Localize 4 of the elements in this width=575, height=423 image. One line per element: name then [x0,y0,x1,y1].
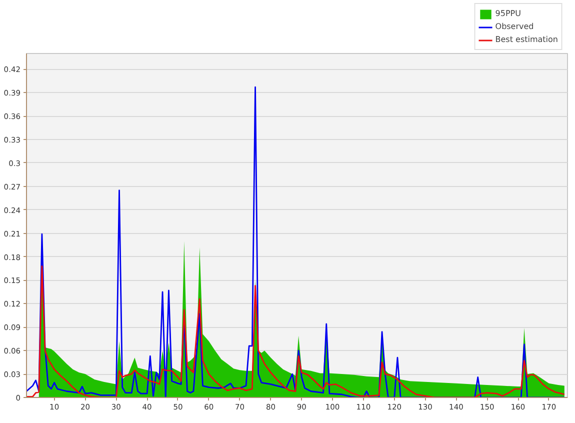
legend-label: Best estimation [495,34,558,46]
legend-label: 95PPU [495,8,521,20]
line-series [26,265,566,398]
legend-label: Observed [495,21,534,33]
